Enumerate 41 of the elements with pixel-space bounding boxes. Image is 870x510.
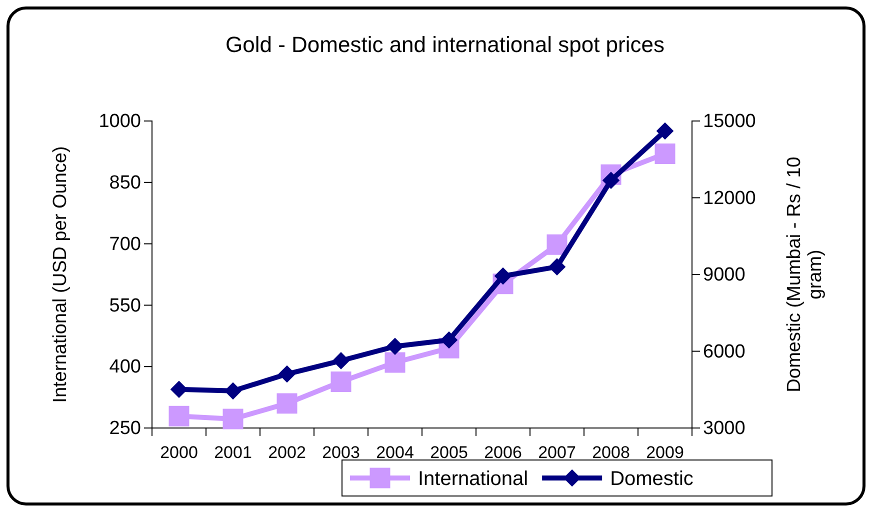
legend-label: Domestic [610,468,694,490]
y-axis-title: International (USD per Ounce) [50,146,71,403]
x-tick-label: 2000 [160,443,198,462]
point [330,372,352,392]
point [602,172,620,190]
point [222,408,244,430]
point [278,365,296,383]
y-tick-label: 250 [109,418,141,440]
y2-tick-label: 6000 [703,341,746,362]
legend-label: International [418,468,528,490]
y2-tick-label: 12000 [703,188,756,209]
point [494,267,512,285]
y2-tick-label: 15000 [703,111,756,132]
y2-axis-title: Domestic (Mumbai - Rs / 10 gram) [784,156,826,392]
y-tick-label: 700 [109,234,141,255]
point [332,352,350,370]
y-tick-label: 1000 [98,111,141,132]
y-tick-label: 550 [109,295,141,316]
x-tick-label: 2004 [376,443,414,462]
point [168,406,190,426]
x-tick-label: 2001 [214,443,252,462]
x-tick-label: 2007 [538,443,576,462]
y-tick-label: 400 [109,356,141,378]
x-tick-label: 2003 [322,443,360,462]
x-tick-label: 2005 [430,443,468,462]
point [656,122,674,140]
x-tick-label: 2006 [484,443,522,462]
point [654,144,676,164]
chart-title: Gold - Domestic and international spot prices [226,32,664,57]
point [546,234,568,255]
point [548,258,566,276]
point [384,352,406,373]
y2-tick-label: 3000 [703,418,746,440]
x-tick-label: 2008 [592,443,630,462]
y2-tick-label: 9000 [703,264,746,286]
x-tick-label: 2002 [268,443,306,462]
x-tick-label: 2009 [646,443,684,462]
point [276,393,298,414]
point [386,338,404,356]
point [440,331,458,349]
y-tick-label: 850 [109,172,141,194]
